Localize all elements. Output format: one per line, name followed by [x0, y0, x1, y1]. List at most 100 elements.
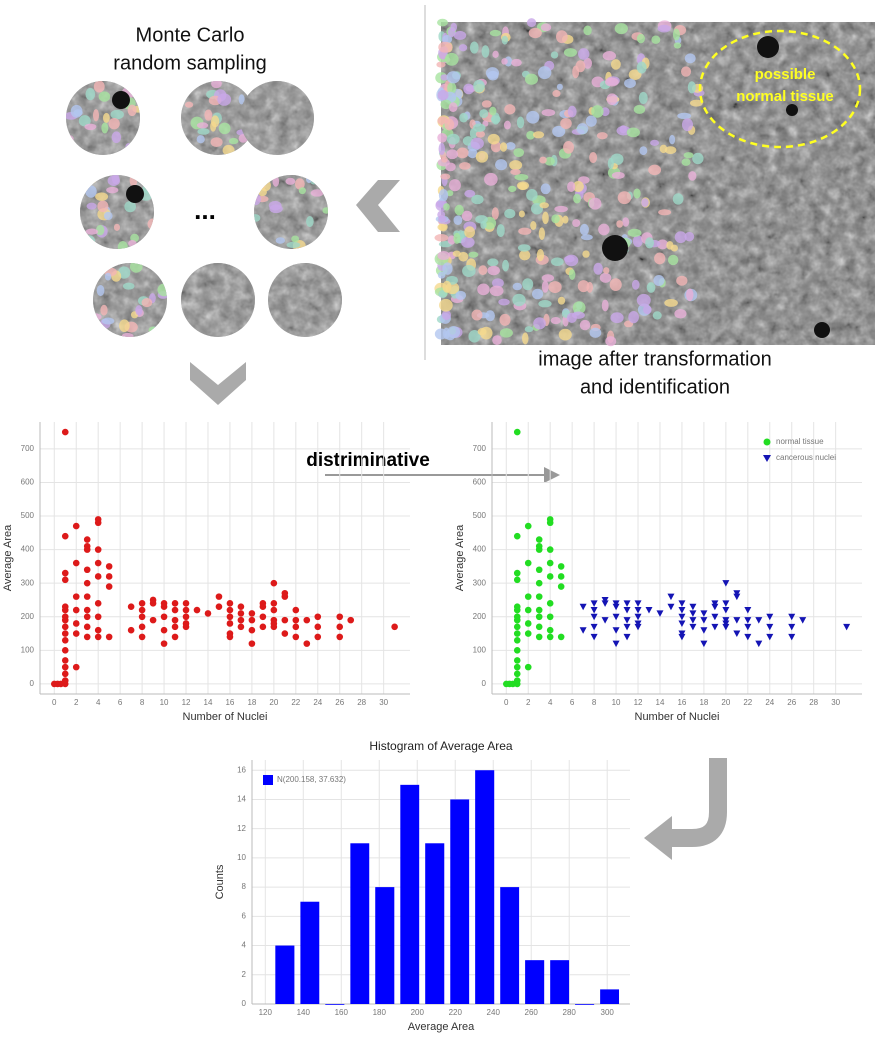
point: [634, 600, 642, 607]
x-axis-label: Number of Nuclei: [183, 711, 268, 723]
nucleus: [471, 309, 483, 321]
nucleus: [444, 52, 459, 66]
nucleus: [505, 142, 516, 150]
y-tick-label: 300: [21, 578, 35, 587]
point: [138, 613, 146, 621]
nucleus: [501, 58, 508, 65]
point: [160, 626, 168, 634]
nucleus: [222, 144, 235, 155]
y-tick-label: 500: [473, 511, 487, 520]
point: [72, 620, 80, 627]
nucleus: [646, 282, 656, 293]
point: [634, 620, 642, 627]
nucleus: [228, 137, 239, 145]
x-tick-label: 140: [297, 1008, 311, 1017]
nucleus: [487, 133, 500, 145]
nucleus: [633, 188, 641, 199]
point: [678, 613, 686, 621]
patch-texture: [268, 263, 342, 337]
x-tick-label: 0: [52, 698, 57, 707]
nucleus: [674, 231, 687, 244]
bar: [300, 901, 320, 1004]
point: [612, 627, 620, 634]
nucleus: [286, 241, 301, 248]
nucleus: [437, 271, 446, 279]
nucleus: [516, 116, 525, 129]
y-tick-label: 0: [242, 999, 247, 1008]
nucleus: [516, 181, 530, 190]
point: [270, 606, 278, 614]
nucleus: [442, 34, 453, 44]
nucleus: [610, 59, 621, 70]
point: [226, 613, 234, 621]
nucleus: [272, 176, 280, 187]
y-tick-label: 14: [237, 795, 246, 804]
nucleus: [550, 257, 564, 267]
chevron-down: [190, 362, 246, 405]
nucleus: [95, 224, 105, 236]
point: [689, 603, 697, 611]
sample-patch: [181, 263, 255, 337]
nucleus: [461, 210, 473, 222]
point: [590, 623, 598, 631]
image-caption: image after transformation: [538, 348, 771, 370]
nucleus: [567, 181, 576, 193]
nucleus: [563, 255, 575, 263]
y-tick-label: 400: [473, 545, 487, 554]
point: [744, 623, 752, 631]
nucleus: [514, 173, 529, 181]
nucleus: [622, 217, 630, 227]
y-tick-label: 10: [237, 853, 246, 862]
nucleus: [125, 143, 132, 152]
nucleus: [309, 176, 318, 185]
nucleus: [652, 311, 662, 320]
point: [138, 623, 146, 631]
point: [623, 633, 631, 641]
y-tick-label: 0: [30, 679, 35, 688]
dark-spot: [786, 104, 798, 116]
nucleus: [437, 89, 449, 101]
point: [105, 583, 113, 590]
nucleus: [84, 123, 97, 131]
nucleus: [438, 41, 453, 53]
nucleus: [85, 185, 97, 198]
curved-arrow-head: [644, 816, 672, 860]
nucleus: [578, 48, 590, 60]
nucleus: [437, 18, 448, 27]
nucleus: [616, 220, 624, 228]
point: [623, 617, 631, 624]
point: [700, 610, 708, 617]
nucleus: [495, 159, 508, 171]
point: [314, 623, 322, 631]
point: [788, 613, 796, 621]
nucleus: [135, 305, 143, 316]
point: [700, 617, 708, 624]
nucleus: [573, 193, 582, 204]
x-tick-label: 30: [831, 698, 840, 707]
x-tick-label: 24: [313, 698, 322, 707]
nucleus: [583, 57, 593, 69]
nucleus: [509, 160, 523, 171]
nucleus: [254, 214, 261, 222]
nucleus: [556, 83, 563, 91]
nucleus: [491, 207, 499, 220]
y-tick-label: 600: [473, 478, 487, 487]
point: [513, 657, 521, 664]
bar: [600, 989, 620, 1004]
point: [678, 600, 686, 607]
nucleus: [601, 299, 609, 312]
bar: [275, 945, 295, 1004]
nucleus: [512, 282, 523, 291]
point: [766, 613, 774, 621]
nucleus: [551, 214, 560, 224]
point: [171, 600, 179, 607]
nucleus: [147, 218, 154, 230]
x-tick-label: 280: [563, 1008, 577, 1017]
nucleus: [609, 278, 622, 292]
nucleus: [117, 240, 128, 249]
x-tick-label: 200: [411, 1008, 425, 1017]
nucleus: [563, 140, 574, 154]
nucleus: [550, 316, 561, 325]
nucleus: [563, 48, 578, 57]
point: [83, 593, 91, 600]
